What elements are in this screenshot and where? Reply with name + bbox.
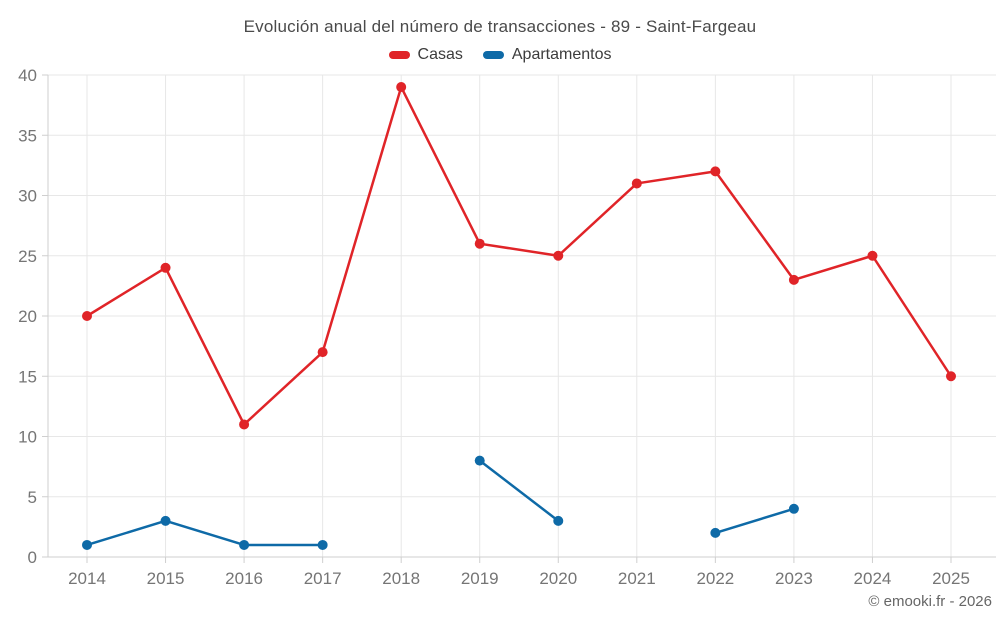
series-marker-apartamentos[interactable] bbox=[788, 503, 799, 514]
x-tick-label: 2018 bbox=[382, 569, 420, 588]
series-marker-apartamentos[interactable] bbox=[160, 515, 171, 526]
y-tick-label: 35 bbox=[18, 126, 37, 145]
x-tick-label: 2023 bbox=[775, 569, 813, 588]
x-tick-label: 2016 bbox=[225, 569, 263, 588]
series-line-apartamentos bbox=[714, 507, 796, 535]
y-tick-label: 20 bbox=[18, 307, 37, 326]
series-marker-apartamentos[interactable] bbox=[553, 515, 564, 526]
y-tick-label: 0 bbox=[28, 548, 37, 567]
casas-swatch-icon bbox=[388, 51, 410, 59]
series-marker-casas[interactable] bbox=[946, 371, 956, 382]
x-tick-label: 2017 bbox=[304, 569, 342, 588]
apartamentos-swatch-icon bbox=[482, 51, 504, 59]
y-tick-label: 15 bbox=[18, 367, 37, 386]
series-marker-apartamentos[interactable] bbox=[710, 527, 721, 538]
x-tick-label: 2014 bbox=[68, 569, 106, 588]
copyright-credit: © emooki.fr - 2026 bbox=[868, 593, 992, 610]
legend-item-apartamentos[interactable]: Apartamentos bbox=[482, 46, 612, 64]
series-marker-casas[interactable] bbox=[239, 419, 250, 430]
series-line-casas bbox=[85, 85, 953, 426]
series-marker-apartamentos[interactable] bbox=[239, 539, 250, 550]
series-marker-casas[interactable] bbox=[631, 178, 642, 189]
x-tick-label: 2025 bbox=[932, 569, 970, 588]
series-marker-casas[interactable] bbox=[82, 311, 92, 321]
series-marker-casas[interactable] bbox=[396, 82, 407, 93]
y-tick-label: 40 bbox=[18, 66, 37, 85]
series-marker-casas[interactable] bbox=[317, 347, 328, 358]
x-tick-label: 2021 bbox=[618, 569, 656, 588]
chart-title: Evolución anual del número de transaccio… bbox=[243, 17, 757, 36]
series-line-apartamentos bbox=[85, 519, 324, 547]
series-line-apartamentos bbox=[478, 459, 560, 523]
series-marker-casas[interactable] bbox=[474, 238, 485, 249]
x-tick-label: 2019 bbox=[461, 569, 499, 588]
series-marker-casas[interactable] bbox=[710, 166, 721, 177]
series-marker-casas[interactable] bbox=[788, 274, 799, 285]
series-marker-apartamentos[interactable] bbox=[82, 539, 92, 550]
legend: Casas Apartamentos bbox=[0, 46, 1000, 64]
x-tick-label: 2022 bbox=[696, 569, 734, 588]
series-marker-apartamentos[interactable] bbox=[317, 539, 328, 550]
y-tick-label: 25 bbox=[18, 247, 37, 266]
series-marker-casas[interactable] bbox=[160, 262, 171, 273]
series-marker-apartamentos[interactable] bbox=[474, 455, 485, 466]
y-tick-label: 30 bbox=[18, 187, 37, 206]
x-tick-label: 2020 bbox=[539, 569, 577, 588]
series-marker-casas[interactable] bbox=[553, 250, 564, 261]
legend-item-casas[interactable]: Casas bbox=[388, 46, 463, 64]
legend-label-apartamentos: Apartamentos bbox=[511, 46, 612, 63]
x-tick-label: 2024 bbox=[854, 569, 892, 588]
y-tick-label: 5 bbox=[28, 488, 37, 507]
y-tick-label: 10 bbox=[18, 428, 37, 447]
series-marker-casas[interactable] bbox=[867, 250, 878, 261]
x-tick-label: 2015 bbox=[147, 569, 185, 588]
legend-label-casas: Casas bbox=[417, 46, 463, 63]
